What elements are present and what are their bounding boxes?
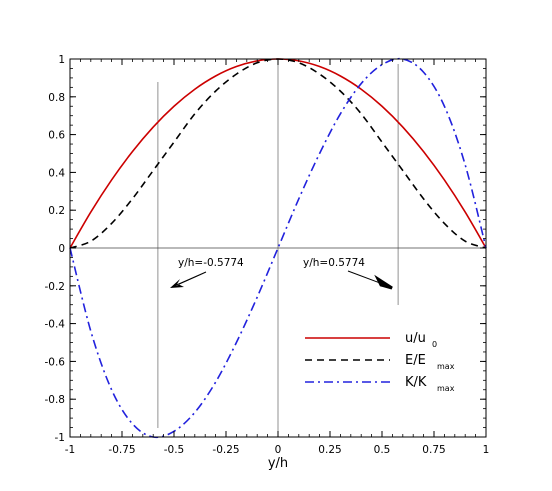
reference-lines xyxy=(70,59,486,437)
y-tick-label: -0.2 xyxy=(45,281,66,293)
legend-label-E: E/E xyxy=(405,353,426,368)
annotation-arrow-shaft-left xyxy=(171,271,207,288)
legend-subscript-K: max xyxy=(437,384,455,393)
legend: u/u 0 E/E max K/K max xyxy=(305,331,455,393)
x-tick-label: 0 xyxy=(275,444,282,456)
x-tick-label: -0.5 xyxy=(164,444,185,456)
x-tick-label: -0.75 xyxy=(108,444,135,456)
y-tick-label: 0.8 xyxy=(48,92,65,104)
annotation-label-right: y/h=0.5774 xyxy=(303,257,365,269)
legend-label-K: K/K xyxy=(405,375,427,390)
y-tick-label: 0.4 xyxy=(48,167,65,179)
x-tick-label: -1 xyxy=(65,444,75,456)
x-axis-title: y/h xyxy=(268,456,288,471)
y-tick-label: -0.4 xyxy=(45,319,66,331)
series-line-K xyxy=(69,57,487,439)
annotation-arrow-right xyxy=(374,274,393,290)
legend-subscript-u: 0 xyxy=(432,340,437,349)
x-tick-label: -0.25 xyxy=(212,444,239,456)
ticks-layer: -1 -0.75 -0.5 -0.25 0 0.25 0.5 0.75 1 -1 -0.8 -0.6 -… xyxy=(45,54,490,456)
y-tick-label: -1 xyxy=(55,432,65,444)
y-tick-label: -0.6 xyxy=(45,356,66,368)
y-tick-label: 0.2 xyxy=(48,205,65,217)
annotations-layer: y/h=-0.5774 y/h=0.5774 xyxy=(170,257,393,290)
legend-label-u: u/u xyxy=(405,331,426,346)
y-tick-label: 1 xyxy=(58,54,65,66)
annotation-label-left: y/h=-0.5774 xyxy=(178,257,244,269)
x-tick-label: 1 xyxy=(483,444,490,456)
y-tick-label: 0 xyxy=(58,243,65,255)
y-tick-label: -0.8 xyxy=(45,394,66,406)
x-tick-label: 0.5 xyxy=(374,444,391,456)
legend-subscript-E: max xyxy=(437,362,455,371)
y-tick-label: 0.6 xyxy=(48,130,65,142)
x-tick-label: 0.25 xyxy=(318,444,341,456)
x-tick-label: 0.75 xyxy=(422,444,445,456)
